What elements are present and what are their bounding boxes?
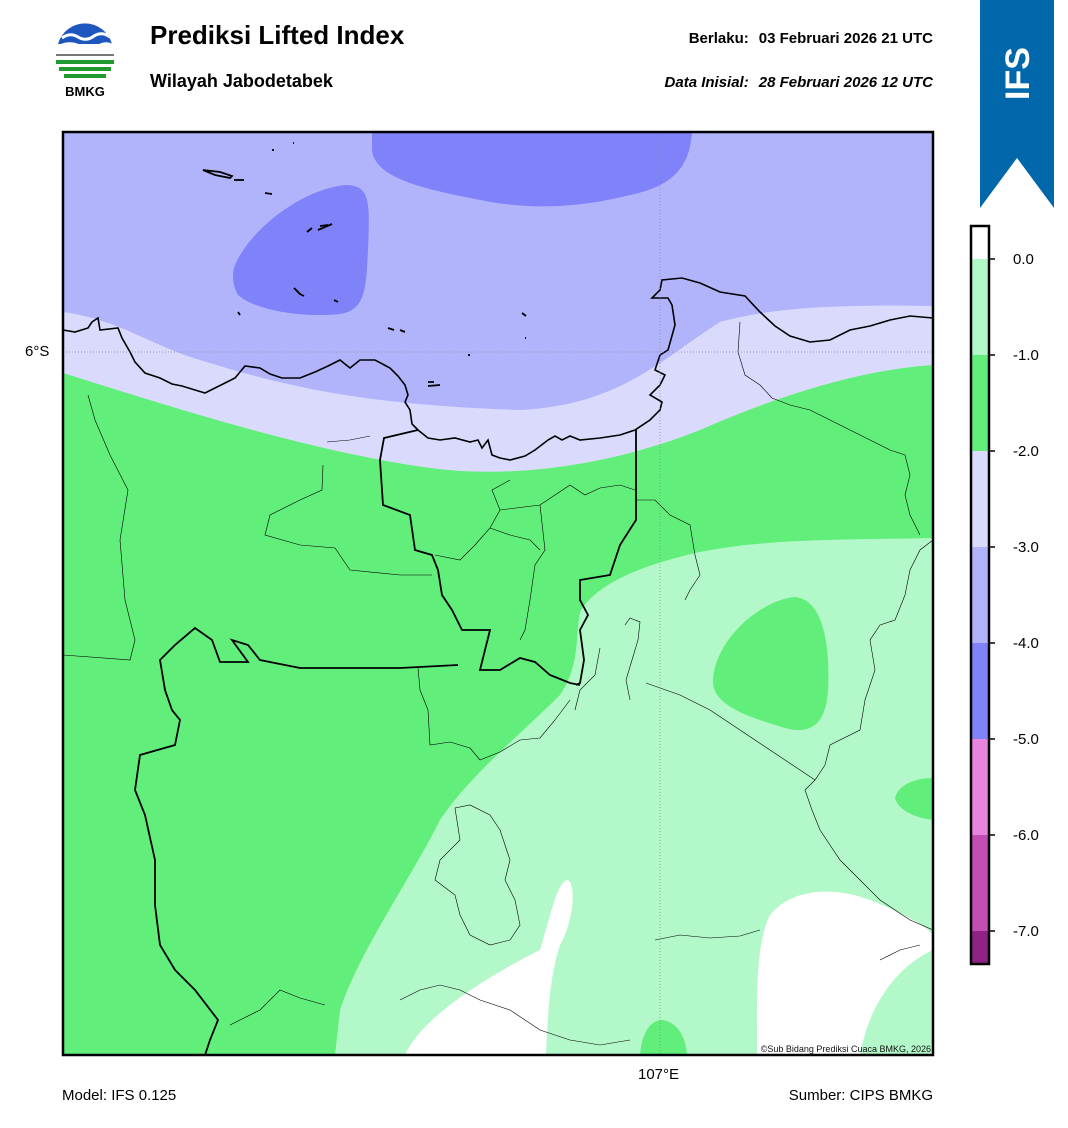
lon-tick-label: 107°E <box>638 1066 680 1083</box>
regency-boundaries <box>63 321 933 1046</box>
colorbar-tick-label: -4.0 <box>1013 635 1039 652</box>
province-boundary-mid <box>575 430 637 686</box>
colorbar: 0.0 -1.0 -2.0 -3.0 -4.0 -5.0 -6.0 -7.0 <box>969 224 1039 966</box>
band-minus4-minus5-north <box>372 132 692 207</box>
logo-text: BMKG <box>65 84 105 99</box>
colorbar-tick-label: -2.0 <box>1013 443 1039 460</box>
map-frame <box>61 130 935 1057</box>
colorbar-tick-label: 0.0 <box>1013 251 1034 268</box>
colorbar-segment <box>971 226 989 259</box>
white-area-southeast <box>756 891 933 1055</box>
colorbar-tick-label: -7.0 <box>1013 923 1039 940</box>
green-cell-edge <box>895 778 933 820</box>
map-subtitle: Wilayah Jabodetabek <box>150 71 333 91</box>
source-label: Sumber: CIPS BMKG <box>788 1087 933 1104</box>
colorbar-tick-label: -3.0 <box>1013 539 1039 556</box>
colorbar-tick-label: -6.0 <box>1013 827 1039 844</box>
init-value: 28 Februari 2026 12 UTC <box>758 74 933 91</box>
lifted-index-map <box>61 130 935 1057</box>
colorbar-tick-label: -5.0 <box>1013 731 1039 748</box>
colorbar-segment <box>971 355 989 451</box>
ribbon-text: IFS <box>999 47 1037 100</box>
init-time: Data Inisial: 28 Februari 2026 12 UTC <box>665 74 933 91</box>
valid-time: Berlaku: 03 Februari 2026 21 UTC <box>689 30 933 47</box>
map-title: Prediksi Lifted Index <box>150 20 405 50</box>
province-boundary-west <box>379 429 581 686</box>
province-boundary-south <box>134 626 459 1055</box>
ribbon-shape <box>980 0 1054 208</box>
ifs-ribbon-badge: IFS <box>980 0 1054 208</box>
valid-label: Berlaku: <box>688 30 749 47</box>
colorbar-segment <box>971 835 989 931</box>
colorbar-segment <box>971 739 989 835</box>
colorbar-frame <box>969 224 991 966</box>
green-cell-east <box>712 597 829 731</box>
white-area-south <box>405 880 573 1055</box>
colorbar-segment <box>971 547 989 643</box>
colorbar-segment <box>971 931 989 964</box>
colorbar-tick-label: -1.0 <box>1013 347 1039 364</box>
init-label: Data Inisial: <box>664 74 749 91</box>
bmkg-logo-icon <box>55 22 115 82</box>
band-minus4-minus5-west <box>233 185 369 316</box>
valid-value: 03 Februari 2026 21 UTC <box>758 30 933 47</box>
islands <box>202 142 527 387</box>
colorbar-segment <box>971 451 989 547</box>
lat-tick-label: 6°S <box>25 343 50 360</box>
colorbar-segment <box>971 643 989 739</box>
copyright-credit: ©Sub Bidang Prediksi Cuaca BMKG, 2026 <box>760 1044 931 1054</box>
green-cell-south <box>640 1020 687 1055</box>
coastline <box>63 277 933 461</box>
colorbar-segment <box>971 259 989 355</box>
model-label: Model: IFS 0.125 <box>62 1087 177 1104</box>
